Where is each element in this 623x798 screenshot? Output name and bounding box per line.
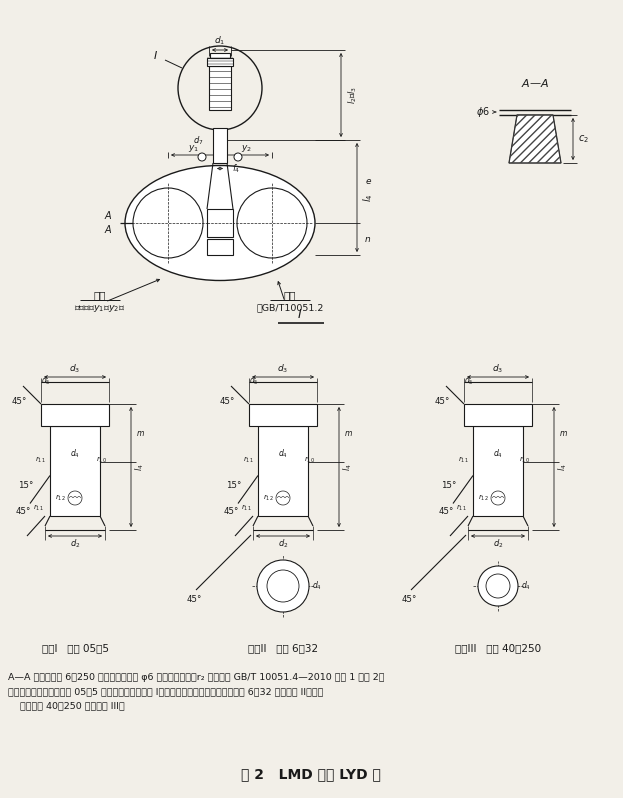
Text: I: I — [298, 307, 302, 321]
Text: 型式II   钩号 6～32: 型式II 钩号 6～32 — [248, 643, 318, 653]
Text: $r_{11}$: $r_{11}$ — [242, 455, 254, 465]
Text: 15°: 15° — [226, 481, 242, 490]
Text: $d_4$: $d_4$ — [312, 580, 322, 592]
Text: $d_5$: $d_5$ — [41, 375, 51, 387]
Circle shape — [267, 570, 299, 602]
Text: 注：轻小型起重设备用的 05～5 号双钩，柄端为型式 I；起重机械和轻小型起重设备用的 6～32 号为型式 II；起重: 注：轻小型起重设备用的 05～5 号双钩，柄端为型式 I；起重机械和轻小型起重设… — [8, 688, 323, 697]
Circle shape — [133, 188, 203, 258]
Text: 机械用的 40～250 号为型式 III。: 机械用的 40～250 号为型式 III。 — [8, 701, 125, 710]
Bar — [258, 426, 308, 516]
Text: 按GB/T10051.2: 按GB/T10051.2 — [256, 303, 324, 313]
Text: 45°: 45° — [439, 507, 454, 516]
Text: 标志: 标志 — [93, 290, 107, 300]
Text: e: e — [365, 177, 371, 186]
Text: $y_1$: $y_1$ — [189, 143, 199, 153]
Text: $d_3$: $d_3$ — [69, 363, 80, 375]
Text: $d_1$: $d_1$ — [214, 35, 226, 47]
Text: $r_{10}$: $r_{10}$ — [520, 455, 531, 465]
Circle shape — [486, 574, 510, 598]
Text: $f_4$: $f_4$ — [232, 162, 240, 175]
Bar — [209, 66, 231, 110]
Text: 45°: 45° — [219, 397, 235, 406]
Text: $l_4$: $l_4$ — [342, 463, 354, 471]
Text: $c_2$: $c_2$ — [578, 133, 589, 145]
Text: $l_4$: $l_4$ — [134, 463, 146, 471]
Text: $r_{10}$: $r_{10}$ — [97, 455, 108, 465]
Text: $d_5$: $d_5$ — [249, 375, 259, 387]
Polygon shape — [509, 115, 561, 163]
Circle shape — [237, 188, 307, 258]
Text: 图 2   LMD 型和 LYD 型: 图 2 LMD 型和 LYD 型 — [241, 767, 381, 781]
Text: 标志: 标志 — [283, 290, 297, 300]
Text: 45°: 45° — [434, 397, 450, 406]
Text: $r_{11}$: $r_{11}$ — [457, 455, 468, 465]
Text: m: m — [136, 429, 144, 437]
Text: 45°: 45° — [11, 397, 27, 406]
Text: $r_{12}$: $r_{12}$ — [262, 492, 273, 503]
Text: $A—A$: $A—A$ — [521, 77, 549, 89]
Text: 型式III   钩号 40～250: 型式III 钩号 40～250 — [455, 643, 541, 653]
Circle shape — [198, 153, 206, 161]
Text: $d_2$: $d_2$ — [278, 538, 288, 551]
Text: 型式I   钩号 05～5: 型式I 钩号 05～5 — [42, 643, 108, 653]
Text: A: A — [105, 225, 112, 235]
Text: $d_4$: $d_4$ — [493, 448, 503, 460]
Bar — [249, 404, 317, 426]
Text: $d_7$: $d_7$ — [193, 134, 203, 147]
Text: $r_{11}$: $r_{11}$ — [32, 503, 44, 512]
Bar — [473, 426, 523, 516]
Text: 45°: 45° — [401, 595, 417, 603]
Text: m: m — [559, 429, 567, 437]
Text: $r_{10}$: $r_{10}$ — [305, 455, 315, 465]
Bar — [207, 239, 233, 255]
Text: $l_2$或$l_3$: $l_2$或$l_3$ — [347, 86, 359, 104]
Bar — [50, 426, 100, 516]
Text: $r_{12}$: $r_{12}$ — [478, 492, 488, 503]
Bar — [213, 128, 227, 163]
Text: $r_{11}$: $r_{11}$ — [34, 455, 45, 465]
Text: I: I — [153, 51, 156, 61]
Bar — [464, 404, 532, 426]
Text: $r_{11}$: $r_{11}$ — [240, 503, 252, 512]
Text: m: m — [345, 429, 352, 437]
Text: $l_4$: $l_4$ — [361, 193, 375, 202]
Text: A—A 剖面中钩号 6～250 的双钩，应压人 φ6 不锈钢圆柱销，r₂ 的尺寸见 GB/T 10051.4—2010 中表 1 和表 2。: A—A 剖面中钩号 6～250 的双钩，应压人 φ6 不锈钢圆柱销，r₂ 的尺寸… — [8, 674, 384, 682]
Text: A: A — [105, 211, 112, 221]
Text: $d_4$: $d_4$ — [278, 448, 288, 460]
Text: $d_2$: $d_2$ — [493, 538, 503, 551]
Text: 45°: 45° — [16, 507, 31, 516]
Text: $d_3$: $d_3$ — [492, 363, 503, 375]
Ellipse shape — [125, 165, 315, 281]
Text: $d_5$: $d_5$ — [464, 375, 474, 387]
Text: $d_3$: $d_3$ — [277, 363, 288, 375]
Text: $d_4$: $d_4$ — [521, 580, 531, 592]
Text: n: n — [365, 235, 371, 243]
Text: $l_4$: $l_4$ — [557, 463, 569, 471]
Text: $d_2$: $d_2$ — [70, 538, 80, 551]
Text: 15°: 15° — [18, 481, 34, 490]
Bar — [210, 53, 230, 58]
Text: $d_4$: $d_4$ — [70, 448, 80, 460]
Bar — [207, 58, 233, 66]
Text: $r_{12}$: $r_{12}$ — [55, 492, 65, 503]
Text: 45°: 45° — [223, 507, 239, 516]
Text: 15°: 15° — [441, 481, 457, 490]
Circle shape — [234, 153, 242, 161]
Circle shape — [478, 566, 518, 606]
Bar — [207, 209, 233, 237]
Text: $y_2$: $y_2$ — [240, 143, 252, 153]
Text: $r_{11}$: $r_{11}$ — [455, 503, 467, 512]
Bar — [41, 404, 109, 426]
Text: $\phi6$: $\phi6$ — [476, 105, 490, 119]
Text: 测量长度$y_1$及$y_2$值: 测量长度$y_1$及$y_2$值 — [74, 302, 126, 314]
Circle shape — [257, 560, 309, 612]
Text: 45°: 45° — [186, 595, 202, 603]
